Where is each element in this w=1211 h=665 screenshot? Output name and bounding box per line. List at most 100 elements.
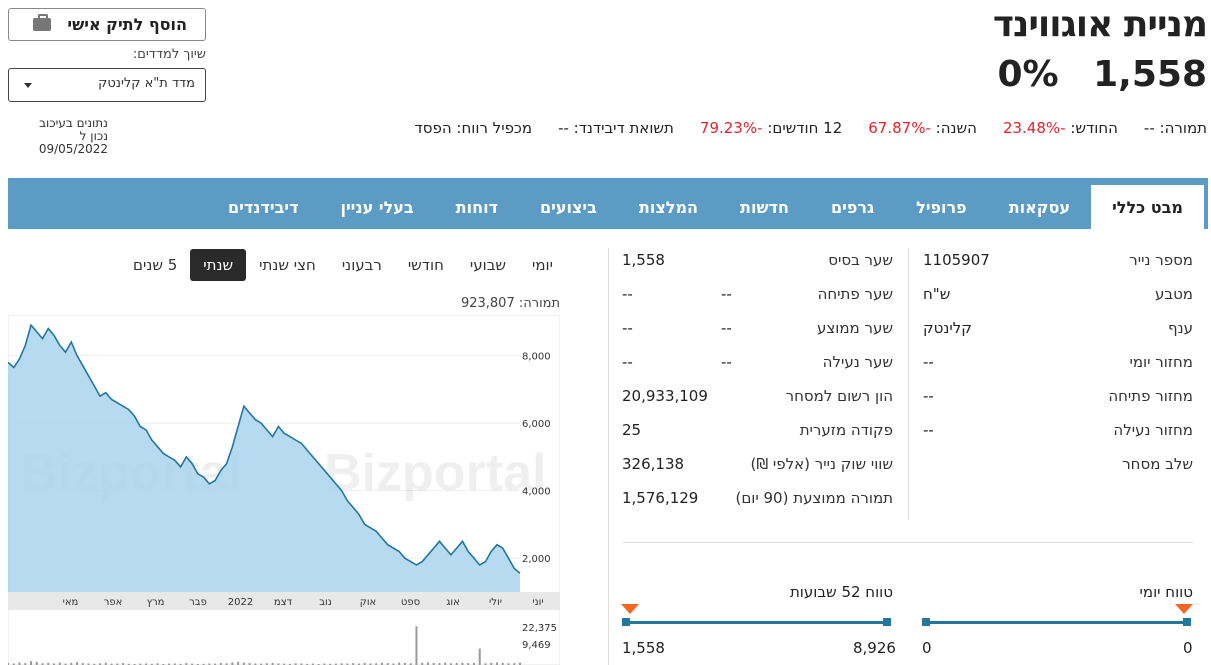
info-value: -- — [622, 319, 633, 337]
period-button[interactable]: 5 שנים — [133, 256, 178, 274]
volume-bar — [484, 663, 487, 665]
info-label: שווי שוק נייר (אלפי ₪) — [750, 455, 893, 473]
volume-bar — [8, 662, 9, 665]
add-to-portfolio-label: הוסף לתיק אישי — [67, 15, 187, 34]
tab-item[interactable]: בעלי עניין — [340, 197, 414, 217]
x-tick-label: נוב — [319, 597, 332, 608]
weekly-range-high: 8,926 — [853, 639, 896, 657]
volume-bar — [352, 663, 355, 665]
volume-bar — [329, 663, 332, 665]
weekly-range-bar — [626, 621, 891, 624]
add-to-portfolio-button[interactable]: הוסף לתיק אישי — [8, 8, 206, 41]
volume-bar — [271, 662, 274, 665]
daily-range-high-dot — [1183, 618, 1191, 626]
volume-bar — [369, 663, 372, 665]
volume-bar — [449, 663, 452, 665]
volume-bar — [24, 663, 27, 665]
volume-bar — [242, 662, 245, 665]
volume-bar — [260, 663, 263, 665]
info-label: פקודה מזערית — [799, 421, 893, 439]
period-button[interactable]: חודשי — [407, 256, 444, 274]
stat-item: החודש: -23.48% — [1003, 119, 1118, 137]
volume-bar — [99, 663, 102, 665]
period-button[interactable]: רבעוני — [341, 256, 382, 274]
period-button[interactable]: שבועי — [469, 256, 507, 274]
info-label: שער פתיחה — [817, 285, 893, 303]
volume-bar — [283, 663, 286, 665]
period-button[interactable]: שנתי — [190, 249, 247, 281]
volume-bar — [426, 662, 429, 665]
volume-bar — [340, 663, 343, 665]
tab-item[interactable]: גרפים — [830, 197, 875, 217]
volume-bar — [375, 663, 378, 665]
volume-bar — [122, 663, 125, 665]
volume-label: תמורה: 923,807 — [460, 296, 560, 311]
volume-bar — [311, 663, 314, 665]
volume-bar — [334, 663, 337, 665]
period-selector: יומי שבועי חודשי רבעוני חצי שנתי שנתי 5 שנים — [72, 249, 566, 281]
volume-bar — [472, 662, 475, 665]
x-tick-label: דצמ — [274, 597, 293, 608]
volume-bar — [196, 663, 199, 665]
info-value: 1,576,129 — [622, 489, 699, 507]
volume-bar — [478, 648, 481, 665]
stat-value: -23.48% — [1002, 119, 1066, 137]
volume-bar — [162, 663, 165, 665]
volume-bar — [208, 663, 211, 665]
tab-item[interactable]: מבט כללי — [1091, 185, 1204, 229]
info-value: -- — [622, 353, 633, 371]
volume-bar — [87, 663, 90, 665]
volume-bar — [35, 661, 38, 665]
volume-bar — [202, 663, 205, 665]
tabs-bar: מבט כללי עסקאות פרופיל גרפים חדשות המלצות ביצו… — [8, 178, 1208, 229]
tab-item[interactable]: פרופיל — [916, 197, 967, 217]
x-tick-label: אוג — [446, 597, 460, 608]
stat-item: השנה: -67.87% — [868, 119, 977, 137]
stat-label: החודש: — [1070, 119, 1118, 137]
volume-bar — [461, 662, 464, 665]
stat-item: מכפיל רווח: הפסד — [415, 119, 533, 137]
info-value: -- — [923, 387, 934, 405]
info-value: 20,933,109 — [622, 387, 708, 405]
x-axis-band — [8, 592, 560, 610]
daily-range-low-dot — [922, 618, 930, 626]
info-label: שער נעילה — [822, 353, 893, 371]
price-change: 0% — [997, 54, 1059, 95]
weekly-range-low-dot — [622, 618, 630, 626]
page-title: מניית אוגווינד — [992, 4, 1208, 45]
tab-item[interactable]: המלצות — [638, 197, 699, 217]
volume-bar — [467, 663, 470, 665]
volume-bar — [104, 662, 107, 665]
tab-item[interactable]: עסקאות — [1008, 197, 1071, 217]
y-tick-label: 6,000 — [522, 419, 551, 430]
info-label: מטבע — [1155, 285, 1193, 303]
tab-item[interactable]: דיבידנדים — [227, 197, 299, 217]
index-select[interactable]: מדד ת"א קלינטק — [8, 68, 206, 102]
info-value: -- — [923, 353, 934, 371]
period-button[interactable]: יומי — [532, 256, 553, 274]
tab-item[interactable]: חדשות — [740, 197, 789, 217]
info-label: מחזור פתיחה — [1108, 387, 1193, 405]
volume-bar — [41, 663, 44, 665]
x-tick-label: יולי — [489, 597, 502, 608]
x-tick-label: אוק — [360, 597, 377, 608]
weekly-range-title: טווח 52 שבועות — [789, 583, 893, 601]
x-tick-label: מרץ — [147, 597, 165, 608]
x-tick-label: מאי — [63, 597, 79, 608]
info-label: תמורה ממוצעת (90 יום) — [735, 489, 893, 507]
daily-range-bar — [926, 621, 1191, 624]
tab-item[interactable]: ביצועים — [539, 197, 597, 217]
volume-bar — [323, 663, 326, 665]
info-label: מספר נייר — [1129, 251, 1193, 269]
stat-item: תשואת דיבידנד: -- — [558, 119, 674, 137]
volume-bar — [398, 662, 401, 665]
volume-bar — [455, 662, 458, 665]
volume-bar — [392, 663, 395, 665]
period-button[interactable]: חצי שנתי — [259, 256, 316, 274]
price-chart[interactable]: 8,0006,0004,0002,000BizportalBizportalיו… — [8, 315, 560, 665]
tab-item[interactable]: דוחות — [455, 197, 498, 217]
volume-bar — [168, 663, 171, 665]
volume-bar — [139, 663, 142, 665]
y-tick-label: 2,000 — [522, 554, 551, 565]
volume-bar — [501, 662, 504, 665]
